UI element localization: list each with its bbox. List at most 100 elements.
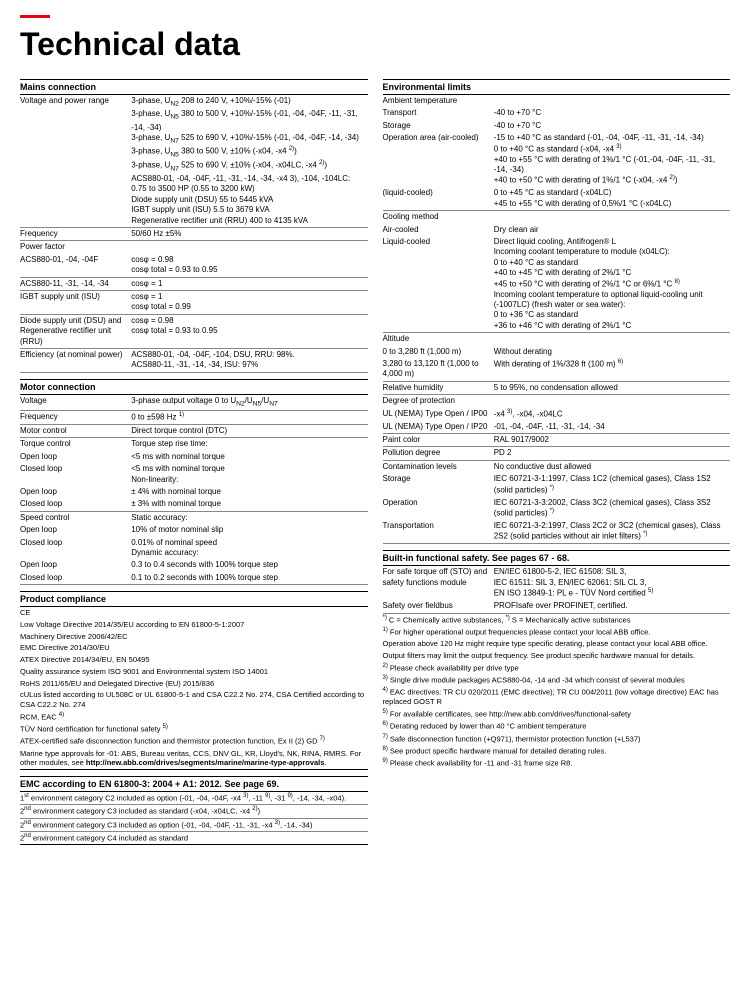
row-value: Static accuracy: [131,513,367,523]
row-value: Without derating [494,347,730,357]
row-label: 0 to 3,280 ft (1,000 m) [383,347,494,357]
row-label: Open loop [20,487,131,497]
footnote: Operation above 120 Hz might require typ… [383,638,731,650]
row-value: ACS880-01, -04, -04F, -104, DSU, RRU: 98… [131,350,367,371]
data-row: (liquid-cooled)0 to +45 °C as standard (… [383,187,731,211]
section-title: Motor connection [20,379,368,395]
section-title: Built-in functional safety. See pages 67… [383,550,731,566]
compliance-line: Marine type approvals for -01: ABS, Bure… [20,748,368,771]
compliance-line: Quality assurance system ISO 9001 and En… [20,666,368,678]
row-label: Degree of protection [383,396,494,406]
row-label: Storage [383,121,494,131]
row-label: Voltage [20,396,131,409]
data-row: Cooling method [383,211,731,223]
data-row: UL (NEMA) Type Open / IP00-x4 3), -x04, … [383,408,731,421]
left-column: Mains connectionVoltage and power range3… [20,73,368,845]
row-label: Open loop [20,452,131,462]
row-label: Storage [383,474,494,495]
row-value [494,96,730,106]
compliance-line: 1st environment category C2 included as … [20,792,368,805]
row-value: cosφ = 1 [131,279,367,289]
row-label: Pollution degree [383,448,494,458]
compliance-line: 2nd environment category C3 included as … [20,805,368,818]
row-value: -x4 3), -x04, -x04LC [494,409,730,420]
data-row: StorageIEC 60721-3-1:1997, Class 1C2 (ch… [383,473,731,496]
row-label: 3,280 to 13,120 ft (1,000 to 4,000 m) [383,359,494,380]
row-label: Efficiency (at nominal power) [20,350,131,371]
row-label: Operation [383,498,494,519]
compliance-line: ATEX Directive 2014/34/EU, EN 50495 [20,654,368,666]
row-label: Open loop [20,525,131,535]
row-label: Cooling method [383,212,494,222]
compliance-line: cULus listed according to UL508C or UL 6… [20,689,368,711]
data-row: Power factor [20,241,368,253]
footnote: 7) Safe disconnection function (+Q971), … [383,733,731,745]
footnote: 9) Please check availability for -11 and… [383,757,731,769]
row-value: -40 to +70 °C [494,121,730,131]
data-row: Closed loop<5 ms with nominal torqueNon-… [20,463,368,486]
row-value: Torque step rise time: [131,439,367,449]
compliance-line: 2nd environment category C3 included as … [20,819,368,832]
data-row: TransportationIEC 60721-3-2:1997, Class … [383,520,731,544]
row-value: IEC 60721-3-2:1997, Class 2C2 or 3C2 (ch… [494,521,730,542]
data-row: Speed controlStatic accuracy: [20,512,368,524]
row-label: Open loop [20,560,131,570]
row-label: Power factor [20,242,131,252]
data-row: Torque controlTorque step rise time: [20,438,368,450]
data-row: Air-cooledDry clean air [383,224,731,236]
data-row: Open loop10% of motor nominal slip [20,524,368,536]
row-label: Relative humidity [383,383,494,393]
footnote: 1) For higher operational output frequen… [383,626,731,638]
section-title: Product compliance [20,591,368,607]
row-value: -40 to +70 °C [494,108,730,118]
data-row: UL (NEMA) Type Open / IP20-01, -04, -04F… [383,421,731,434]
compliance-line: EMC Directive 2014/30/EU [20,642,368,654]
data-row: IGBT supply unit (ISU)cosφ = 1cosφ total… [20,291,368,315]
row-value: -15 to +40 °C as standard (-01, -04, -04… [494,133,730,186]
row-value: cosφ = 1cosφ total = 0.99 [131,292,367,313]
row-value: 10% of motor nominal slip [131,525,367,535]
row-label: Closed loop [20,499,131,509]
page-title: Technical data [20,26,730,63]
data-row: ACS880-01, -04, -04Fcosφ = 0.98cosφ tota… [20,254,368,278]
row-label: Closed loop [20,538,131,559]
row-label: Torque control [20,439,131,449]
row-label: Diode supply unit (DSU) and Regenerative… [20,316,131,347]
row-label: ACS880-11, -31, -14, -34 [20,279,131,289]
data-row: Paint colorRAL 9017/9002 [383,434,731,447]
columns: Mains connectionVoltage and power range3… [20,73,730,845]
row-label: Closed loop [20,464,131,485]
data-row: Storage-40 to +70 °C [383,120,731,132]
row-label: For safe torque off (STO) and safety fun… [383,567,494,599]
row-value: <5 ms with nominal torque [131,452,367,462]
row-label: Speed control [20,513,131,523]
row-value: -01, -04, -04F, -11, -31, -14, -34 [494,422,730,432]
row-value: RAL 9017/9002 [494,435,730,445]
data-row: 3,280 to 13,120 ft (1,000 to 4,000 m)Wit… [383,358,731,382]
compliance-line: RoHS 2011/65/EU and Delegated Directive … [20,678,368,690]
row-value: EN/IEC 61800-5-2, IEC 61508: SIL 3,IEC 6… [494,567,730,599]
data-row: ACS880-11, -31, -14, -34cosφ = 1 [20,278,368,291]
data-row: Ambient temperature [383,95,731,107]
row-value: PD 2 [494,448,730,458]
row-label: Frequency [20,412,131,423]
row-value: <5 ms with nominal torqueNon-linearity: [131,464,367,485]
section-title: Mains connection [20,79,368,95]
section-title: EMC according to EN 61800-3: 2004 + A1: … [20,776,368,792]
row-value: 0.01% of nominal speedDynamic accuracy: [131,538,367,559]
row-label: Paint color [383,435,494,445]
row-label: Voltage and power range [20,96,131,226]
data-row: Safety over fieldbusPROFIsafe over PROFI… [383,600,731,613]
row-label: Ambient temperature [383,96,494,106]
row-value: IEC 60721-3-3:2002, Class 3C2 (chemical … [494,498,730,519]
row-value: 50/60 Hz ±5% [131,229,367,239]
row-value: cosφ = 0.98cosφ total = 0.93 to 0.95 [131,255,367,276]
data-row: Diode supply unit (DSU) and Regenerative… [20,315,368,349]
row-value: With derating of 1%/328 ft (100 m) 6) [494,359,730,380]
row-value: IEC 60721-3-1:1997, Class 1C2 (chemical … [494,474,730,495]
footnote: 3) Single drive module packages ACS880-0… [383,674,731,686]
data-row: Voltage and power range3-phase, UN2 208 … [20,95,368,228]
data-row: Contamination levelsNo conductive dust a… [383,461,731,473]
row-label: Altitude [383,334,494,344]
right-column: Environmental limitsAmbient temperatureT… [383,73,731,845]
